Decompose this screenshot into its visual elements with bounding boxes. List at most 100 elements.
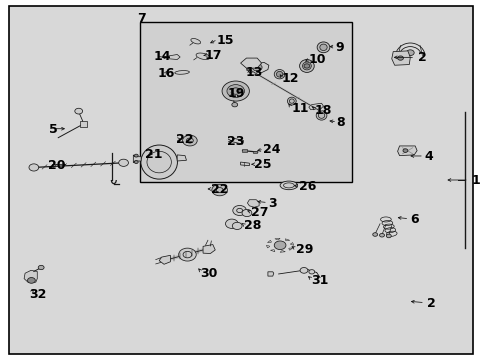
Polygon shape [159,255,170,264]
Text: 8: 8 [335,116,344,129]
Polygon shape [285,239,289,241]
Text: 21: 21 [145,148,162,161]
Circle shape [232,222,242,229]
Circle shape [38,265,44,270]
Ellipse shape [274,69,285,79]
Polygon shape [266,245,269,248]
Text: 15: 15 [216,33,233,47]
Circle shape [211,184,227,196]
Circle shape [232,206,246,216]
Text: 25: 25 [254,158,271,171]
Polygon shape [290,243,293,245]
Ellipse shape [299,59,314,72]
Ellipse shape [287,97,296,105]
Ellipse shape [276,71,282,77]
Polygon shape [397,146,416,156]
Circle shape [304,64,309,68]
Text: 5: 5 [49,123,58,136]
Text: 20: 20 [48,159,66,172]
Text: 29: 29 [295,243,312,256]
Circle shape [386,234,390,238]
Polygon shape [280,251,285,252]
Circle shape [182,135,197,146]
Polygon shape [240,58,261,68]
Ellipse shape [141,145,177,179]
Text: 2: 2 [417,51,426,64]
Text: 1: 1 [471,174,480,186]
Text: 11: 11 [291,102,308,115]
Polygon shape [270,250,274,252]
Circle shape [29,164,39,171]
Circle shape [308,270,314,274]
Polygon shape [177,155,186,161]
Text: 4: 4 [424,150,433,163]
Text: 16: 16 [158,67,175,80]
Circle shape [231,103,237,107]
Ellipse shape [316,111,326,120]
Circle shape [379,233,384,237]
Circle shape [178,248,196,261]
Bar [252,150,256,153]
Polygon shape [24,270,37,282]
Polygon shape [267,240,271,243]
Text: 7: 7 [137,12,146,25]
Text: 27: 27 [251,207,268,220]
Polygon shape [308,103,323,110]
Ellipse shape [196,53,210,59]
Bar [140,22,351,182]
Ellipse shape [319,44,326,50]
Text: 18: 18 [314,104,331,117]
Text: 22: 22 [211,183,228,196]
Circle shape [300,267,307,273]
Text: 30: 30 [200,267,218,280]
Circle shape [75,108,82,114]
Bar [80,121,87,127]
Text: 13: 13 [245,66,263,79]
Text: 12: 12 [282,72,299,85]
Text: 17: 17 [204,49,222,62]
Circle shape [134,154,138,157]
Polygon shape [288,248,292,250]
Circle shape [226,85,244,98]
Text: 19: 19 [227,87,245,100]
Circle shape [252,64,262,71]
Text: 3: 3 [267,197,276,210]
Polygon shape [247,200,259,207]
Circle shape [402,149,407,152]
Text: 2: 2 [427,297,435,310]
Circle shape [222,81,249,101]
Text: 28: 28 [243,219,261,232]
Text: 23: 23 [226,135,244,148]
Circle shape [134,161,138,163]
Text: 6: 6 [409,213,418,226]
Text: 22: 22 [176,133,193,146]
Polygon shape [246,62,268,72]
Circle shape [27,278,35,283]
Circle shape [119,159,128,166]
Circle shape [225,219,238,228]
Text: 24: 24 [262,143,280,156]
Text: 10: 10 [308,53,325,66]
Bar [242,149,246,152]
Polygon shape [240,162,249,166]
Polygon shape [231,138,243,144]
Ellipse shape [280,181,297,190]
Text: 31: 31 [310,274,327,287]
Polygon shape [133,155,141,163]
Ellipse shape [174,71,189,74]
Polygon shape [168,54,180,59]
Ellipse shape [317,42,329,53]
Polygon shape [203,244,215,253]
Ellipse shape [302,62,311,70]
Circle shape [397,56,403,60]
Circle shape [242,210,251,217]
Text: 9: 9 [334,41,343,54]
Ellipse shape [190,39,200,44]
Polygon shape [267,272,273,276]
Text: 14: 14 [153,50,170,63]
Polygon shape [274,238,280,240]
Circle shape [406,50,413,55]
Text: 26: 26 [298,180,315,193]
Circle shape [372,233,377,236]
Circle shape [274,241,285,249]
